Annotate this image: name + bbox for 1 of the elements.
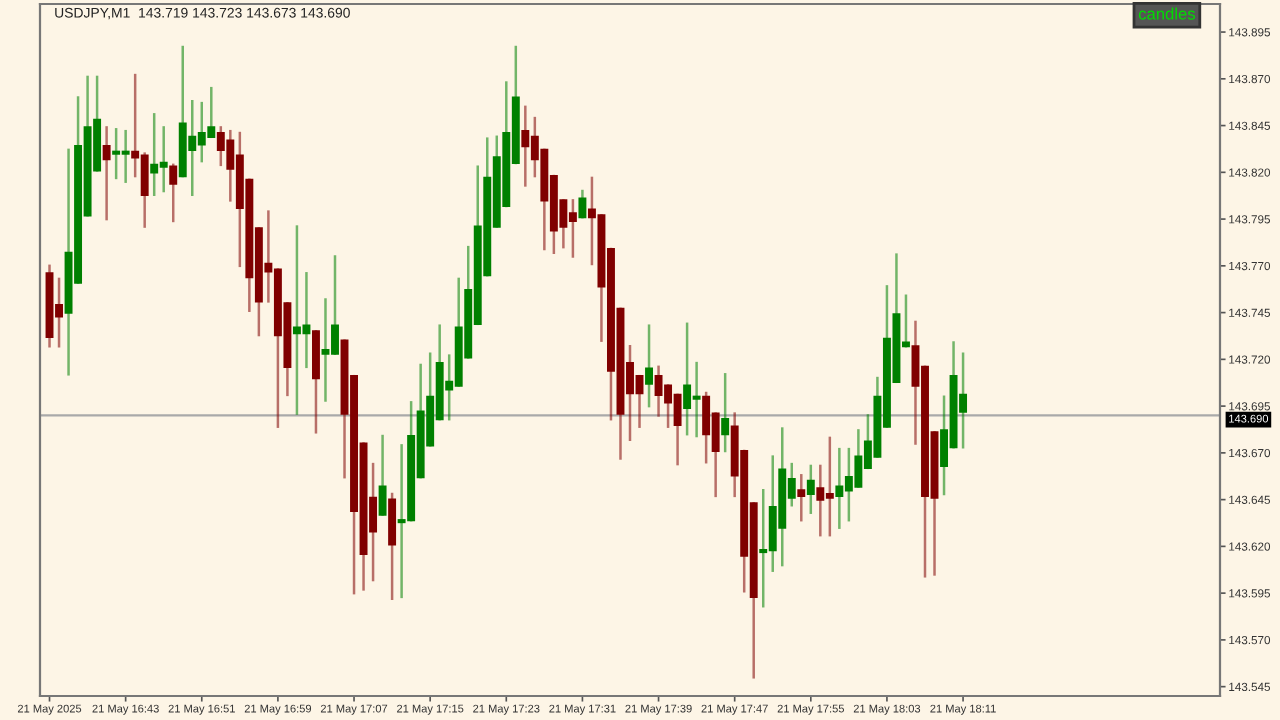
- annotation: candles: [1138, 7, 1196, 20]
